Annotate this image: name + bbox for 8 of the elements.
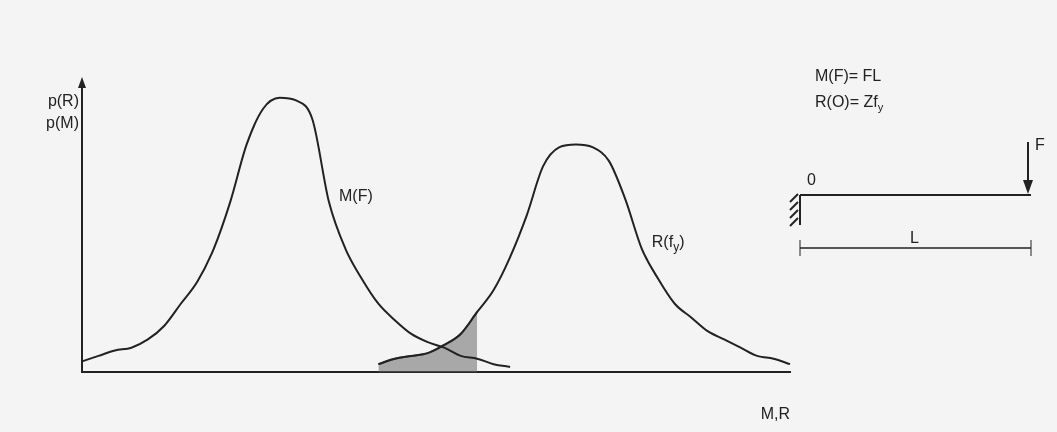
series-label: M(F) bbox=[338, 186, 373, 204]
text: F bbox=[1035, 136, 1045, 153]
text: L bbox=[910, 229, 919, 246]
text: R(O)= Zf$_{y}$ bbox=[815, 93, 884, 114]
text: M(F)= FL bbox=[815, 67, 882, 84]
y-axis-title: p(R) p(M) bbox=[46, 92, 79, 131]
x-axis-title: M,R bbox=[760, 404, 790, 422]
text: 0 bbox=[807, 171, 816, 188]
